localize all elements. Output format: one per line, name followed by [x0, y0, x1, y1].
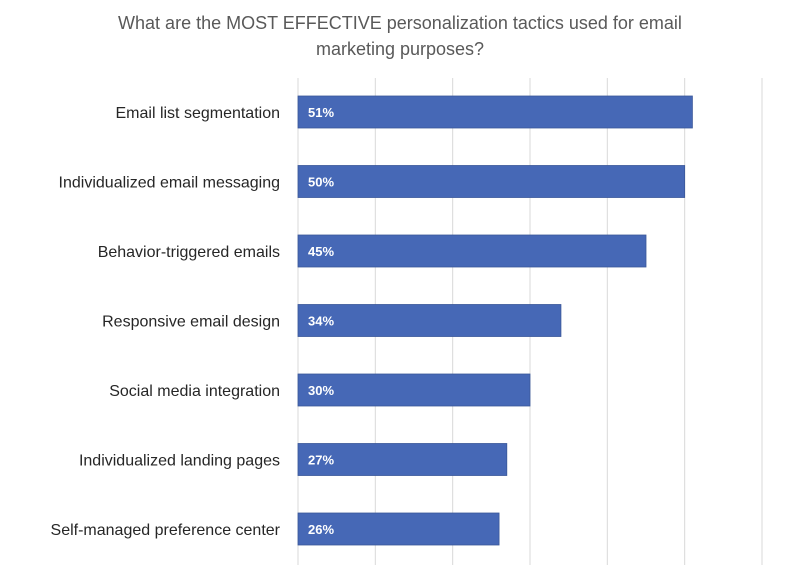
data-label: 30%	[308, 383, 334, 398]
bar	[297, 373, 531, 407]
bar	[297, 443, 508, 476]
chart-title: What are the MOST EFFECTIVE personalizat…	[118, 13, 682, 59]
bar	[297, 512, 500, 546]
category-label: Social media integration	[109, 383, 280, 400]
category-label: Individualized email messaging	[59, 175, 280, 192]
data-label: 50%	[308, 175, 334, 190]
category-label: Responsive email design	[102, 314, 280, 331]
data-label: 45%	[308, 244, 334, 259]
gridlines	[297, 78, 763, 565]
bar	[297, 234, 647, 268]
category-label: Individualized landing pages	[79, 453, 280, 470]
data-label: 27%	[308, 453, 334, 468]
category-label: Email list segmentation	[115, 105, 280, 122]
bar	[297, 304, 562, 337]
data-label: 34%	[308, 314, 334, 329]
data-label: 26%	[308, 522, 334, 537]
bar	[297, 165, 686, 198]
data-label: 51%	[308, 105, 334, 120]
bar	[297, 95, 693, 129]
category-label: Self-managed preference center	[51, 522, 281, 539]
category-label: Behavior-triggered emails	[98, 244, 280, 261]
